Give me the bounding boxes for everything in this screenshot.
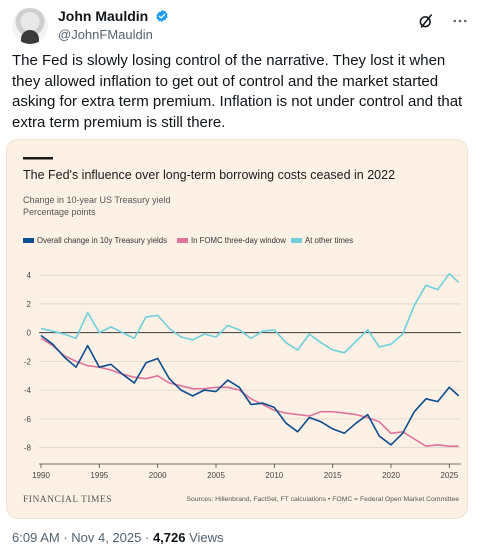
tweet-header: John Mauldin @JohnFMauldin: [12, 6, 469, 46]
chart-card[interactable]: The Fed's influence over long-term borro…: [6, 139, 468, 519]
series-line-overall: [40, 334, 460, 446]
chart-title-rule: [23, 157, 53, 160]
legend-label-fomc: In FOMC three-day window: [191, 236, 286, 245]
series-line-other: [40, 272, 460, 354]
series-line-fomc: [40, 337, 459, 447]
x-tick-label: 2015: [324, 471, 342, 480]
y-tick-label: -6: [24, 415, 32, 424]
verified-icon: [156, 9, 168, 23]
x-tick-label: 1995: [90, 471, 108, 480]
y-tick-label: 4: [27, 271, 32, 280]
x-tick-label: 2025: [440, 471, 458, 480]
x-tick-label: 2010: [265, 471, 283, 480]
y-tick-label: -2: [24, 357, 32, 366]
handle[interactable]: @JohnFMauldin: [58, 27, 153, 42]
legend: Overall change in 10y Treasury yields In…: [23, 236, 353, 245]
y-tick-label: -8: [24, 444, 32, 453]
x-tick-label: 2005: [207, 471, 225, 480]
author-block: John Mauldin @JohnFMauldin: [58, 8, 169, 43]
tweet-date[interactable]: Nov 4, 2025: [71, 530, 142, 545]
x-tick-label: 2020: [382, 471, 400, 480]
legend-swatch-fomc: [177, 238, 188, 243]
source-note: Sources: Hillenbrand, FactSet, FT calcul…: [186, 496, 459, 503]
y-tick-label: 2: [27, 300, 32, 309]
chart: The Fed's influence over long-term borro…: [23, 157, 461, 505]
avatar[interactable]: [12, 8, 48, 44]
chart-subtitle-1: Change in 10-year US Treasury yield: [23, 195, 171, 205]
meta-separator-2: ·: [141, 530, 153, 545]
chart-title: The Fed's influence over long-term borro…: [23, 168, 395, 182]
x-tick-label: 2000: [149, 471, 167, 480]
top-actions: [417, 12, 469, 30]
series-lines: [40, 272, 460, 447]
source-logo: FINANCIAL TIMES: [23, 495, 112, 505]
y-tick-labels: 4 2 0 -2 -4 -6 -8: [24, 271, 32, 452]
legend-label-overall: Overall change in 10y Treasury yields: [37, 236, 167, 245]
more-icon[interactable]: [451, 12, 469, 30]
y-tick-label: 0: [27, 329, 32, 338]
tweet-text: The Fed is slowly losing control of the …: [12, 52, 463, 131]
y-tick-label: -4: [24, 386, 32, 395]
meta-separator-1: ·: [59, 530, 72, 545]
views-label: Views: [189, 530, 224, 545]
views-count: 4,726: [152, 530, 186, 545]
legend-swatch-other: [291, 238, 302, 243]
display-name[interactable]: John Mauldin: [58, 8, 149, 24]
legend-label-other: At other times: [305, 236, 353, 245]
x-tick-label: 1990: [32, 471, 50, 480]
x-tick-labels: 1990 1995 2000 2005 2010 2015 2020 2025: [32, 463, 461, 480]
grok-icon[interactable]: [417, 12, 435, 30]
tweet-meta: 6:09 AM · Nov 4, 2025 · 4,726 Views: [12, 530, 224, 545]
legend-swatch-overall: [23, 238, 34, 243]
chart-subtitle-2: Percentage points: [23, 207, 96, 217]
y-gridlines: [39, 274, 461, 449]
tweet-time[interactable]: 6:09 AM: [12, 530, 60, 545]
